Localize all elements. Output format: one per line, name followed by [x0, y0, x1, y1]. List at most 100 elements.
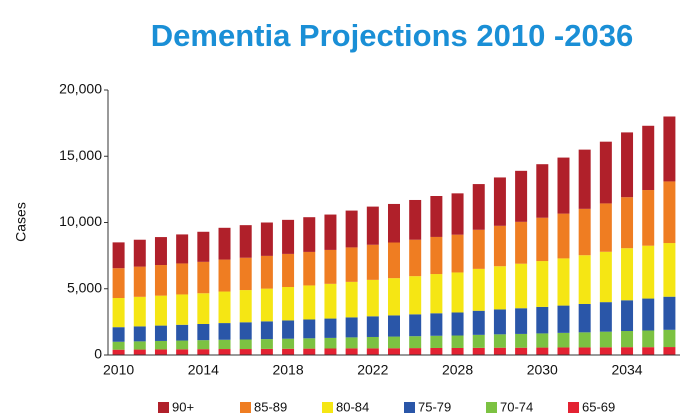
bar-segment: [578, 332, 591, 348]
bar-segment: [366, 244, 379, 280]
bar-segment: [260, 255, 273, 289]
bar-segment: [451, 335, 464, 348]
bar-segment: [621, 197, 634, 249]
bar-segment: [239, 257, 252, 291]
bar-segment: [345, 281, 358, 318]
bar-segment: [451, 234, 464, 273]
bar-segment: [154, 265, 167, 296]
bar-segment: [642, 298, 655, 331]
bar-segment: [239, 290, 252, 323]
bar-segment: [557, 213, 570, 259]
legend-label: 75-79: [418, 399, 451, 414]
bar-segment: [430, 313, 443, 336]
bar-segment: [472, 229, 485, 269]
legend-label: 90+: [172, 399, 194, 414]
bar-segment: [451, 272, 464, 313]
bar-segment: [472, 310, 485, 335]
bar-segment: [409, 199, 422, 240]
legend-swatch: [158, 402, 169, 413]
y-tick-label: 15,000: [59, 147, 102, 163]
bar-segment: [642, 330, 655, 348]
legend-label: 70-74: [500, 399, 533, 414]
bar-segment: [536, 217, 549, 262]
legend-swatch: [486, 402, 497, 413]
bar-segment: [239, 349, 252, 355]
legend-label: 65-69: [582, 399, 615, 414]
bar-segment: [515, 347, 528, 355]
bar-segment: [388, 203, 400, 243]
bar-segment: [282, 348, 295, 355]
bar-segment: [515, 170, 528, 222]
bar-segment: [239, 339, 252, 350]
bar-segment: [388, 242, 400, 279]
bar-segment: [282, 287, 295, 321]
bar-segment: [218, 323, 231, 340]
bar-segment: [345, 317, 358, 338]
bar-segment: [409, 239, 422, 277]
bar-segment: [133, 349, 146, 355]
y-tick-label: 20,000: [59, 81, 102, 97]
legend-label: 80-84: [336, 399, 369, 414]
bar-segment: [599, 203, 612, 252]
x-tick-label: 2010: [103, 362, 134, 378]
bar-segment: [599, 347, 612, 355]
bar-segment: [260, 288, 273, 322]
bar-segment: [493, 225, 506, 267]
bar-segment: [493, 334, 506, 348]
bar-segment: [599, 331, 612, 348]
legend-swatch: [404, 402, 415, 413]
bar-segment: [154, 237, 167, 266]
bar-segment: [578, 149, 591, 209]
bar-segment: [303, 338, 316, 349]
x-tick-label: 2022: [357, 362, 388, 378]
bar-segment: [430, 274, 443, 314]
bar-segment: [133, 341, 146, 350]
bar-segment: [430, 236, 443, 275]
bar-segment: [197, 340, 210, 350]
bar-segment: [133, 326, 146, 342]
bar-segment: [515, 308, 528, 334]
bar-segment: [282, 219, 295, 254]
bar-segment: [260, 339, 273, 349]
x-tick-label: 2018: [272, 362, 303, 378]
bar-segment: [578, 303, 591, 333]
bar-segment: [557, 332, 570, 348]
bar-segment: [112, 242, 125, 269]
bar-segment: [621, 132, 634, 198]
bar-segment: [388, 278, 400, 316]
y-tick-label: 5,000: [67, 279, 102, 295]
bar-segment: [176, 324, 189, 341]
bar-segment: [345, 337, 358, 349]
bar-segment: [303, 285, 316, 320]
bar-segment: [515, 221, 528, 264]
bar-segment: [154, 325, 167, 341]
bar-segment: [599, 141, 612, 204]
bar-segment: [366, 336, 379, 349]
bar-segment: [133, 296, 146, 327]
bar-segment: [663, 347, 676, 355]
y-tick-label: 10,000: [59, 213, 102, 229]
bar-segment: [515, 263, 528, 309]
bar-segment: [176, 234, 189, 264]
bar-segment: [197, 231, 210, 262]
bar-segment: [557, 258, 570, 306]
bar-segment: [366, 279, 379, 317]
legend-label: 85-89: [254, 399, 287, 414]
bar-segment: [472, 184, 485, 230]
x-tick-label: 2034: [611, 362, 642, 378]
bar-segment: [515, 333, 528, 348]
bar-segment: [472, 347, 485, 355]
bar-segment: [218, 349, 231, 355]
bar-segment: [112, 298, 125, 328]
bar-segment: [218, 259, 231, 292]
legend-swatch: [240, 402, 251, 413]
bar-segment: [493, 266, 506, 310]
bar-segment: [154, 349, 167, 355]
bar-segment: [239, 225, 252, 258]
y-axis-label: Cases: [13, 202, 29, 242]
bar-segment: [536, 306, 549, 334]
bar-segment: [303, 251, 316, 286]
bar-segment: [621, 300, 634, 332]
bar-segment: [154, 340, 167, 350]
bar-segment: [536, 261, 549, 307]
